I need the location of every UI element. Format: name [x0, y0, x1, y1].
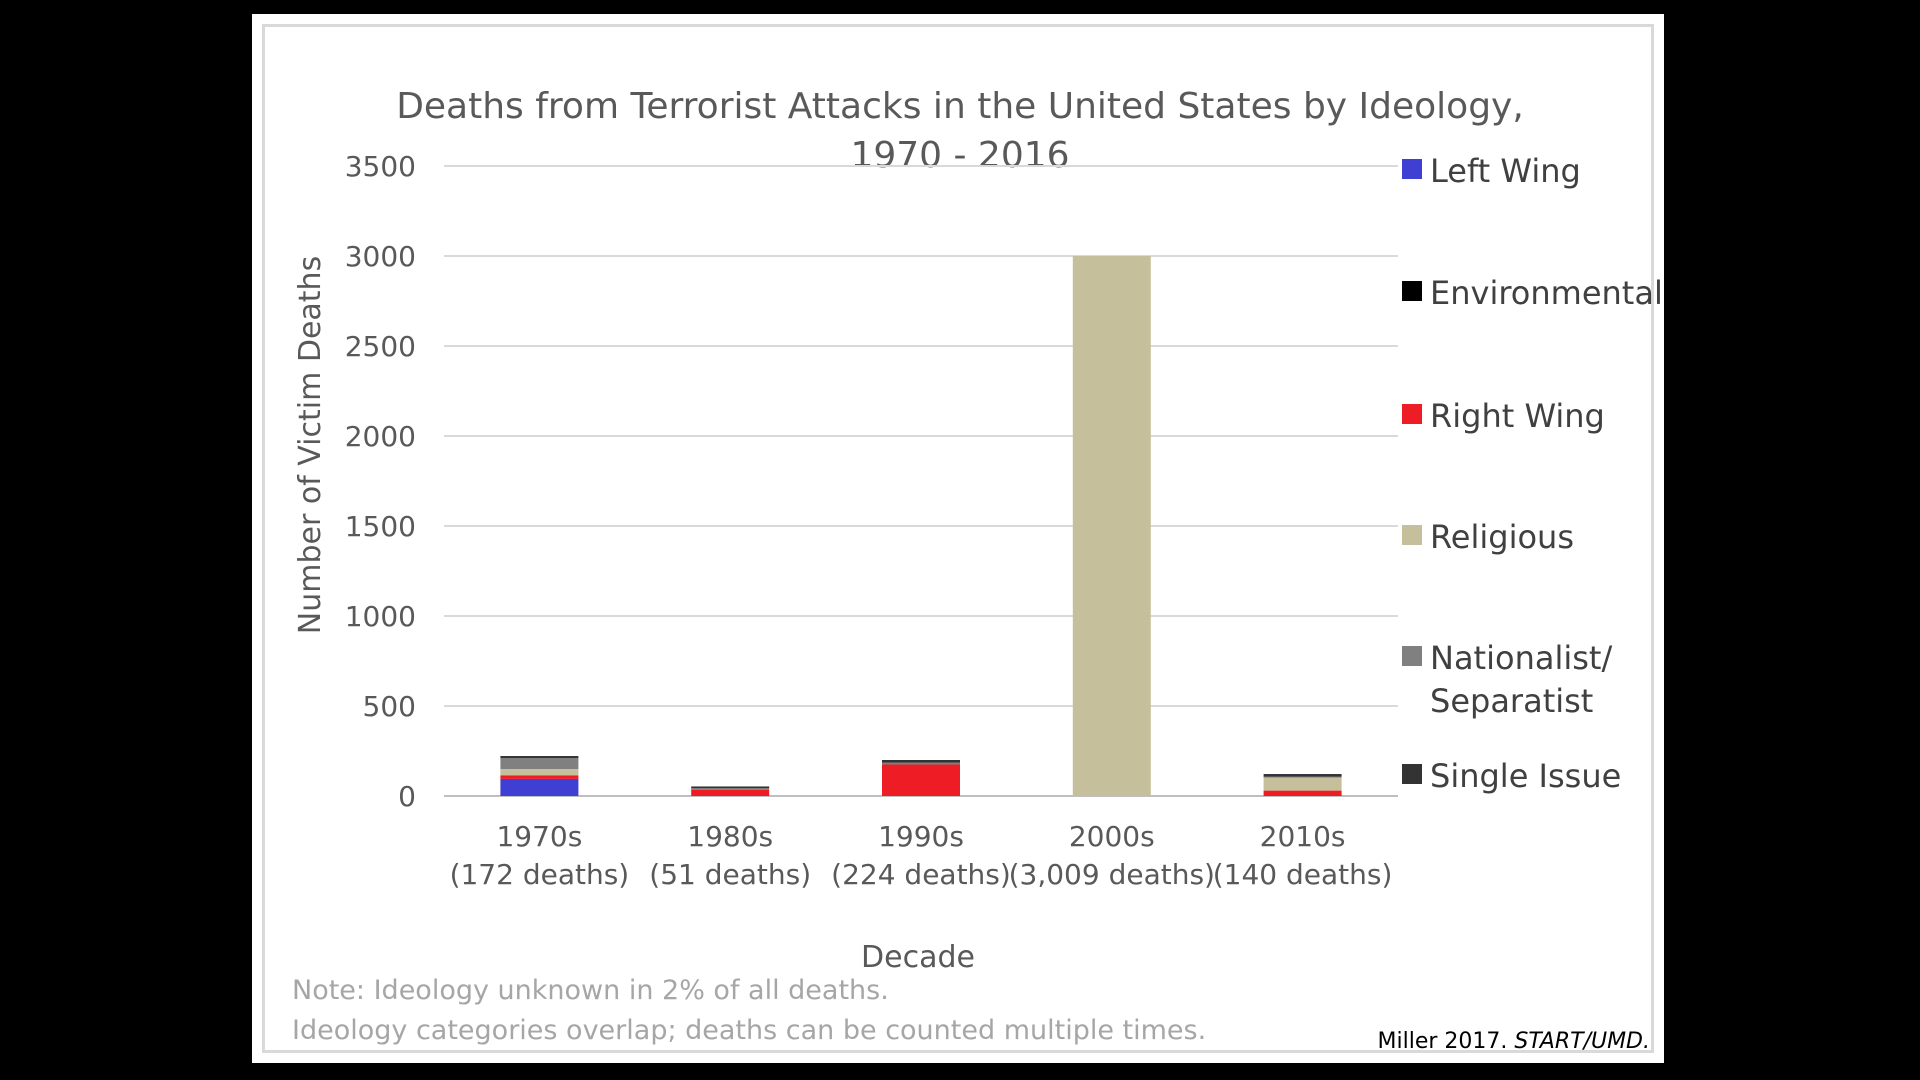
y-axis-title: Number of Victim Deaths — [293, 256, 328, 634]
legend-label-single-issue: Single Issue — [1430, 757, 1621, 795]
bar-segment-right-wing-1970s — [500, 775, 579, 779]
legend-label-left-wing: Left Wing — [1430, 152, 1581, 190]
bar-segment-nationalist-separatist-1990s — [882, 762, 960, 765]
x-category-total: (172 deaths) — [450, 858, 630, 891]
chart-card: Deaths from Terrorist Attacks in the Uni… — [252, 14, 1664, 1063]
y-axis-ticks: 0 500 1000 1500 2000 2500 3000 3500 — [345, 150, 416, 813]
legend-label-right-wing: Right Wing — [1430, 397, 1605, 435]
bar-segment-single-issue-1980s — [691, 786, 770, 789]
x-category-total: (224 deaths) — [831, 858, 1011, 891]
legend-swatch-left-wing — [1402, 159, 1422, 179]
chart-frame — [262, 24, 1654, 1053]
x-category-label: 2000s — [1069, 820, 1155, 853]
bar-segment-right-wing-1990s — [882, 764, 960, 796]
y-tick-label: 3000 — [345, 240, 416, 273]
x-category-label: 1980s — [687, 820, 773, 853]
y-tick-label: 3500 — [345, 150, 416, 183]
x-axis-categories: 1970s (172 deaths) 1980s (51 deaths) 1990s (2… — [450, 820, 1393, 891]
legend-swatch-right-wing — [1402, 404, 1422, 424]
bar-segment-nationalist-separatist-2010s — [1263, 776, 1342, 778]
bar-segment-single-issue-1970s — [500, 756, 579, 759]
chart-title-line-1: Deaths from Terrorist Attacks in the Uni… — [396, 86, 1524, 127]
bar-segment-left-wing-1970s — [500, 778, 579, 796]
bars — [500, 256, 1342, 796]
bar-segment-right-wing-2010s — [1263, 790, 1342, 796]
x-axis-title: Decade — [861, 940, 975, 975]
bar-segment-single-issue-2010s — [1263, 774, 1342, 777]
x-category-total: (3,009 deaths) — [1009, 858, 1215, 891]
x-category-label: 2010s — [1260, 820, 1346, 853]
y-tick-label: 0 — [398, 780, 416, 813]
y-tick-label: 2000 — [345, 420, 416, 453]
legend-swatch-single-issue — [1402, 764, 1422, 784]
bar-segment-nationalist-separatist-1970s — [500, 758, 579, 769]
y-tick-label: 500 — [363, 690, 416, 723]
x-category-total: (140 deaths) — [1213, 858, 1393, 891]
x-category-label: 1970s — [496, 820, 582, 853]
source-credit: Miller 2017. START/UMD. — [1378, 1029, 1650, 1054]
note-line-2: Ideology categories overlap; deaths can … — [292, 1015, 1206, 1046]
bar-segment-religious-2010s — [1263, 777, 1342, 791]
chart-title-line-2: 1970 - 2016 — [850, 135, 1069, 176]
credit-author: Miller 2017. — [1378, 1029, 1515, 1054]
legend-swatch-nationalist-separatist — [1402, 646, 1422, 666]
x-category-total: (51 deaths) — [649, 858, 811, 891]
legend-label-nationalist-separatist: Nationalist/ — [1430, 639, 1612, 677]
credit-source: START/UMD. — [1514, 1029, 1650, 1054]
bar-segment-right-wing-1980s — [691, 789, 770, 796]
note-line-1: Note: Ideology unknown in 2% of all deat… — [292, 975, 889, 1006]
legend-label-environmental: Environmental — [1430, 274, 1663, 312]
legend-label-nationalist-separatist: Separatist — [1430, 682, 1593, 720]
bar-segment-single-issue-1990s — [882, 760, 960, 763]
gridlines — [444, 165, 1398, 797]
legend-label-religious: Religious — [1430, 518, 1574, 556]
bar-segment-religious-1970s — [500, 769, 579, 776]
bar-segment-religious-2000s — [1072, 256, 1151, 796]
y-tick-label: 1000 — [345, 600, 416, 633]
x-category-label: 1990s — [878, 820, 964, 853]
bar-segment-nationalist-separatist-1980s — [691, 788, 770, 790]
chart: Deaths from Terrorist Attacks in the Uni… — [292, 86, 1663, 1054]
y-tick-label: 1500 — [345, 510, 416, 543]
legend: Left Wing Environmental Right Wing Religiou… — [1402, 152, 1663, 795]
legend-swatch-religious — [1402, 525, 1422, 545]
y-tick-label: 2500 — [345, 330, 416, 363]
legend-swatch-environmental — [1402, 281, 1422, 301]
